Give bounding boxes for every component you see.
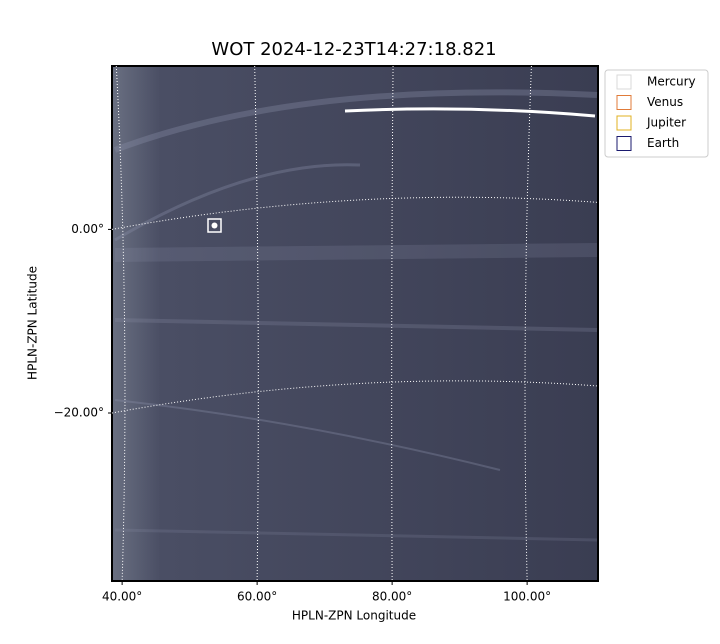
legend-label: Jupiter: [646, 116, 686, 130]
chart-title: WOT 2024-12-23T14:27:18.821: [211, 39, 496, 60]
x-tick-label: 80.00°: [372, 590, 412, 604]
earth-marker: [207, 218, 222, 233]
x-axis-label: HPLN-ZPN Longitude: [292, 609, 416, 623]
image: [111, 65, 599, 582]
legend-swatch: [616, 74, 632, 90]
y-tick-label: 0.00°: [71, 222, 104, 236]
legend-swatch: [616, 136, 632, 151]
x-tick-label: 40.00°: [102, 590, 142, 604]
y-tick-label: −20.00°: [54, 406, 104, 420]
grid-line: [115, 65, 126, 582]
legend-swatch: [616, 95, 632, 110]
x-tick-label: 60.00°: [237, 590, 277, 604]
earth-point: [211, 222, 218, 229]
legend-label: Venus: [647, 95, 683, 109]
y-axis-label: HPLN-ZPN Latitude: [26, 266, 40, 380]
legend-label: Mercury: [647, 75, 696, 89]
legend: [604, 69, 709, 158]
grid-line: [524, 65, 532, 582]
grid-line: [254, 65, 259, 582]
legend-label: Earth: [647, 136, 679, 150]
legend-swatch: [616, 115, 632, 131]
bright-streak: [344, 107, 596, 118]
streaks: [113, 89, 598, 542]
grid-line: [391, 65, 394, 582]
x-tick-label: 100.00°: [503, 590, 551, 604]
